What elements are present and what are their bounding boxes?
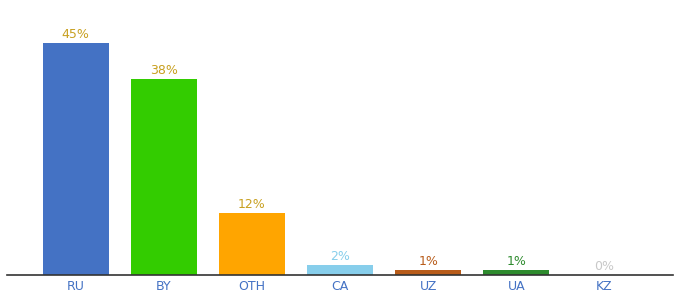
Text: 2%: 2%	[330, 250, 350, 263]
Text: 1%: 1%	[507, 255, 526, 268]
Bar	[131, 79, 197, 275]
Bar	[219, 213, 285, 275]
Bar	[395, 270, 461, 275]
Bar	[43, 43, 109, 275]
Text: 0%: 0%	[594, 260, 614, 273]
Bar	[483, 270, 549, 275]
Text: 45%: 45%	[62, 28, 90, 41]
Bar	[307, 265, 373, 275]
Text: 12%: 12%	[238, 198, 266, 211]
Text: 38%: 38%	[150, 64, 177, 77]
Text: 1%: 1%	[418, 255, 438, 268]
